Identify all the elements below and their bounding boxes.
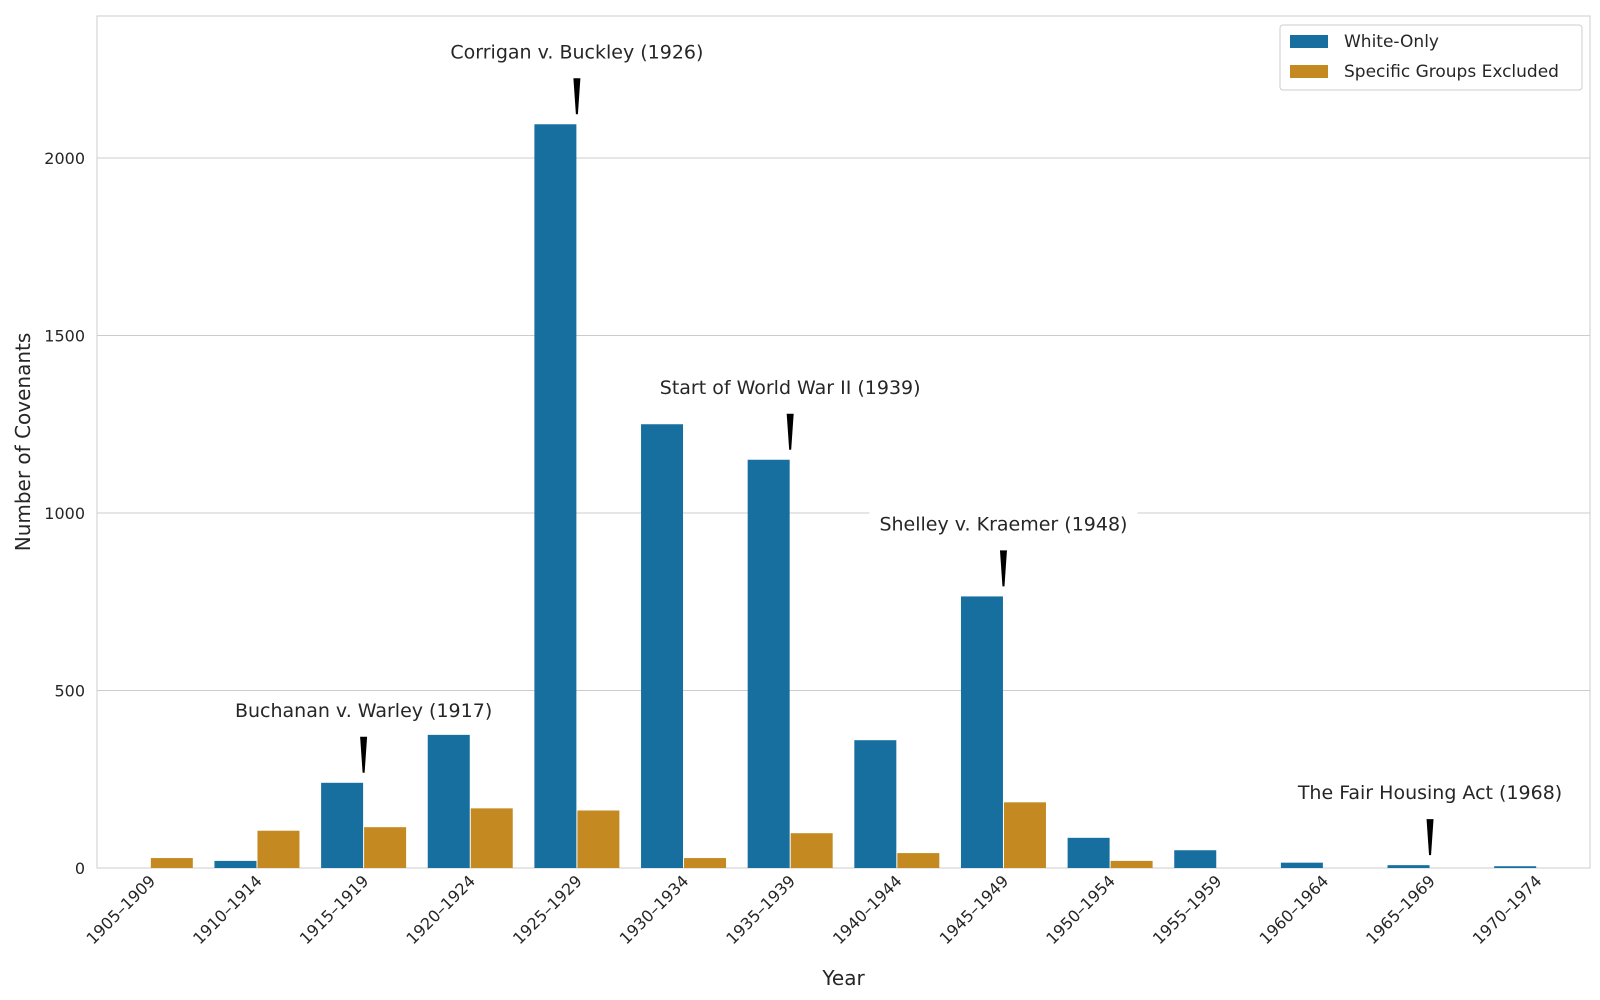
annotation-background [649, 370, 931, 405]
y-tick-labels: 0 500 1000 1500 2000 [44, 149, 85, 878]
bar-specific-groups-excluded [364, 827, 407, 868]
annotation-label: The Fair Housing Act (1968) [1297, 782, 1562, 804]
annotations: Buchanan v. Warley (1917) Corrigan v. Buc… [224, 35, 1573, 856]
bar-white-only [321, 782, 364, 868]
annotation-background [224, 693, 503, 728]
bar-specific-groups-excluded [150, 858, 193, 868]
annotation-arrow [786, 413, 794, 450]
legend-box [1279, 24, 1583, 91]
annotation-arrow [573, 78, 581, 115]
x-tick-label: 1915–1919 [296, 871, 373, 948]
x-tick-label: 1925–1929 [509, 871, 586, 948]
x-tick-label: 1945–1949 [936, 871, 1013, 948]
bar-white-only [854, 740, 897, 868]
x-tick-label: 1950–1954 [1042, 871, 1119, 948]
bar-white-only [641, 424, 684, 868]
x-tick-label: 1905–1909 [82, 871, 159, 948]
legend-label-specific-groups: Specific Groups Excluded [1344, 62, 1559, 82]
bar-specific-groups-excluded [1110, 860, 1153, 868]
x-tick-label: 1955–1959 [1149, 871, 1226, 948]
bar-specific-groups-excluded [1003, 802, 1046, 868]
bar-white-only [1280, 862, 1323, 868]
annotation-arrow [1426, 819, 1434, 856]
annotation-label: Corrigan v. Buckley (1926) [450, 41, 703, 63]
x-tick-label: 1960–1964 [1256, 871, 1333, 948]
annotation-arrow [999, 550, 1007, 587]
y-tick-label: 1500 [44, 327, 85, 346]
annotation-label: Buchanan v. Warley (1917) [235, 700, 492, 722]
x-tick-label: 1970–1974 [1469, 871, 1546, 948]
y-tick-label: 2000 [44, 149, 85, 168]
legend-swatch-specific-groups [1290, 65, 1328, 78]
bar-white-only [1387, 865, 1430, 868]
bar-specific-groups-excluded [684, 858, 727, 868]
bar-white-only [747, 459, 790, 868]
x-tick-label: 1930–1934 [616, 871, 693, 948]
bar-white-only [960, 596, 1003, 868]
plot-frame [96, 15, 1591, 869]
legend: White-Only Specific Groups Excluded [1279, 24, 1583, 91]
y-tick-label: 0 [75, 859, 85, 878]
x-tick-label: 1935–1939 [722, 871, 799, 948]
annotation-arrow [360, 736, 368, 773]
bars [150, 124, 1537, 868]
annotation-label: Shelley v. Kraemer (1948) [879, 513, 1127, 535]
bar-specific-groups-excluded [790, 833, 833, 868]
bar-white-only [534, 124, 577, 868]
bar-white-only [1067, 837, 1110, 868]
bar-white-only [214, 860, 257, 868]
x-tick-labels: 1905–1909 1910–1914 1915–1919 1920–1924 1925… [82, 871, 1545, 948]
grid-lines [97, 157, 1590, 869]
bar-specific-groups-excluded [897, 853, 940, 868]
x-tick-label: 1920–1924 [402, 871, 479, 948]
bar-specific-groups-excluded [470, 808, 513, 868]
bar-specific-groups-excluded [577, 810, 620, 868]
annotation-background [1286, 776, 1573, 811]
bar-white-only [1174, 850, 1217, 868]
annotation-background [869, 507, 1138, 542]
annotation-background [440, 35, 714, 70]
bar-specific-groups-excluded [257, 830, 300, 868]
x-tick-label: 1910–1914 [189, 871, 266, 948]
x-axis-title: Year [821, 966, 865, 990]
bar-white-only [1494, 866, 1537, 868]
annotation-label: Start of World War II (1939) [660, 377, 921, 399]
x-tick-label: 1965–1969 [1362, 871, 1439, 948]
y-tick-label: 1000 [44, 504, 85, 523]
y-tick-label: 500 [54, 682, 85, 701]
y-axis-title: Number of Covenants [11, 333, 35, 552]
bar-white-only [427, 734, 470, 868]
x-tick-label: 1940–1944 [829, 871, 906, 948]
legend-swatch-white-only [1290, 35, 1328, 48]
legend-label-white-only: White-Only [1344, 32, 1439, 52]
